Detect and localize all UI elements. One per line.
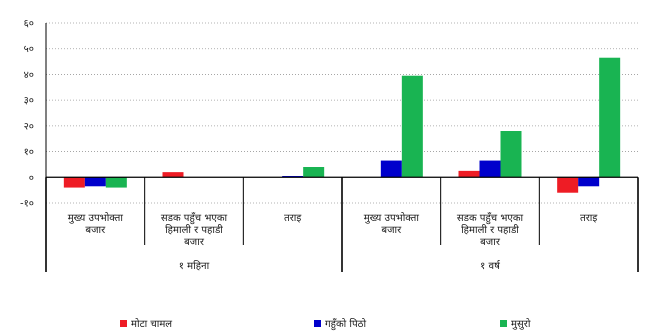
bar-0-1 <box>162 172 184 178</box>
category-label: बजार <box>85 225 106 236</box>
category-label: हिमाली र पहाडी <box>461 224 519 236</box>
legend-label-2: मुसुरो <box>511 318 531 330</box>
bar-1-5 <box>578 177 600 187</box>
y-tick-label: ३० <box>24 96 34 107</box>
legend-swatch-1 <box>314 320 321 327</box>
bar-1-0 <box>84 177 106 187</box>
bar-0-0 <box>63 177 85 188</box>
y-tick-label: ६० <box>24 19 34 30</box>
category-label: मुख्य उपभोक्ता <box>68 212 124 224</box>
bar-1-2 <box>282 176 304 178</box>
legend-label-0: मोटा चामल <box>131 318 172 330</box>
legend-label-1: गहुँको पिठो <box>325 318 366 331</box>
y-tick-label: ४० <box>24 70 34 81</box>
category-label: सडक पहुँच भएका <box>457 212 524 225</box>
y-tick-label: १० <box>24 147 34 158</box>
group-label: १ वर्ष <box>480 260 501 272</box>
bar-2-5 <box>599 57 621 178</box>
y-tick-label: ५० <box>24 44 34 55</box>
category-label: मुख्य उपभोक्ता <box>364 212 420 224</box>
legend-swatch-2 <box>500 320 507 327</box>
bar-1-3 <box>380 160 402 178</box>
bar-0-5 <box>557 177 579 193</box>
category-label: बजार <box>381 225 402 236</box>
category-label: बजार <box>184 237 205 248</box>
y-tick-label: ० <box>29 173 34 184</box>
bar-2-3 <box>401 75 423 178</box>
legend-swatch-0 <box>120 320 127 327</box>
category-label: सडक पहुँच भएका <box>161 212 228 225</box>
category-label: तराइ <box>580 213 598 224</box>
category-label: तराइ <box>284 213 302 224</box>
category-label: बजार <box>480 237 501 248</box>
y-tick-label: -१० <box>20 199 34 210</box>
group-label: १ महिना <box>179 260 210 272</box>
y-tick-label: २० <box>24 121 34 132</box>
bar-1-4 <box>479 160 501 178</box>
bar-2-2 <box>303 167 325 178</box>
bar-2-4 <box>500 131 522 178</box>
bar-2-0 <box>105 177 127 188</box>
category-label: हिमाली र पहाडी <box>165 224 223 236</box>
bar-0-4 <box>458 170 480 178</box>
